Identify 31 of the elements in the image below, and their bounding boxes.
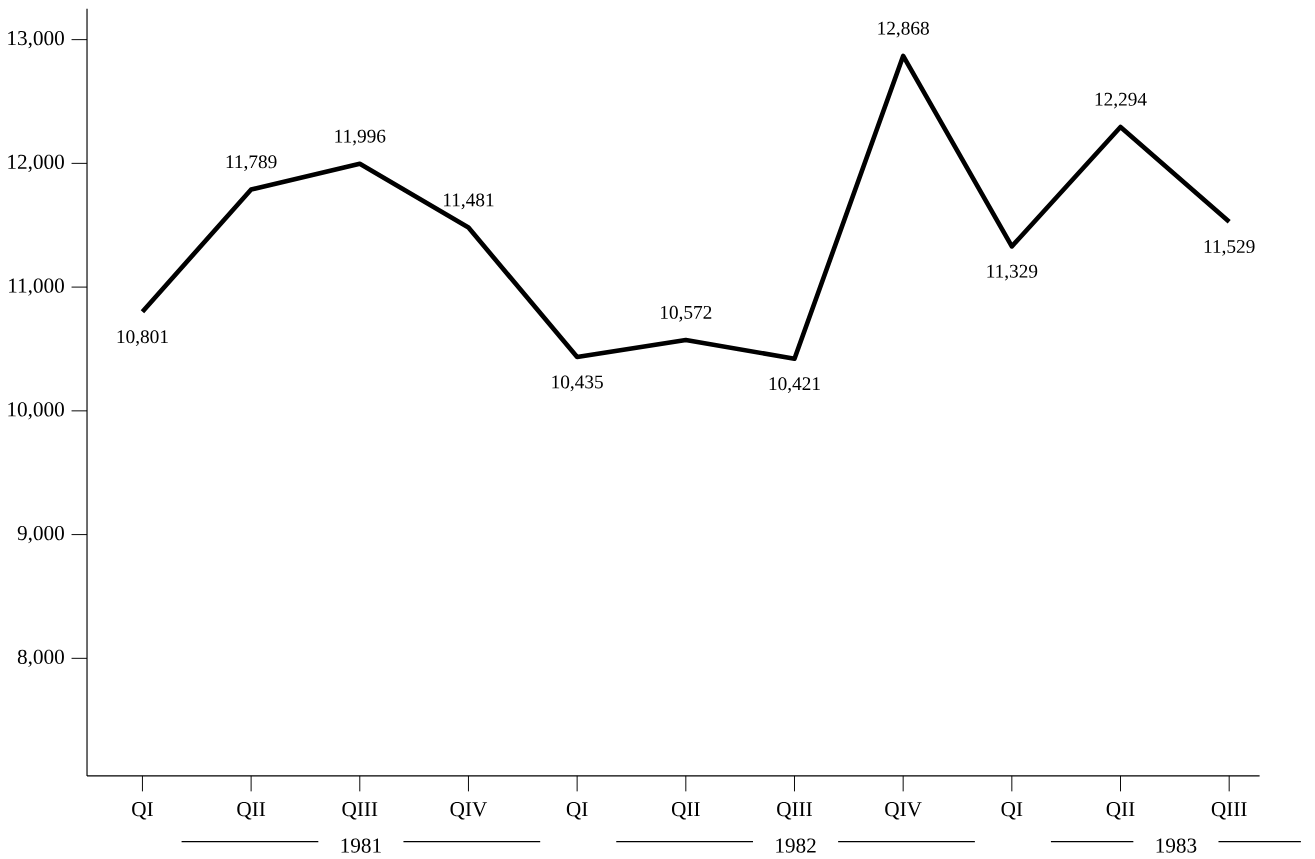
data-label: 11,789	[226, 155, 277, 171]
data-label: 10,421	[769, 377, 820, 393]
data-label: 10,435	[552, 375, 603, 392]
data-label: 11,481	[444, 193, 494, 210]
text: 1981	[341, 838, 381, 853]
x-tick-label: QIV	[885, 802, 922, 820]
y-tick-label: 11,000	[9, 278, 64, 296]
y-tick-label: 13,000	[8, 30, 64, 49]
x-tick-label: QI	[1001, 802, 1023, 820]
data-label: 11,329	[987, 264, 1038, 281]
text: 1982	[776, 838, 816, 853]
data-label: 11,529	[1204, 240, 1255, 256]
y-tick-label: 8,000	[17, 649, 64, 667]
x-tick-label: QIII	[777, 802, 812, 820]
data-label: 11,996	[335, 129, 386, 146]
text: 1983	[1156, 838, 1197, 853]
y-tick-label: 12,000	[8, 154, 64, 172]
x-tick-label: QI	[566, 802, 588, 820]
data-label: 12,868	[878, 21, 929, 38]
x-tick-label: QII	[671, 802, 700, 820]
x-tick-label: QII	[237, 802, 266, 820]
x-tick-label: QI	[132, 802, 153, 820]
y-tick-label: 9,000	[17, 525, 64, 544]
data-label: 10,801	[117, 330, 168, 346]
x-tick-label: QII	[1106, 802, 1135, 820]
data-label: 12,294	[1095, 92, 1147, 109]
x-tick-label: QIV	[450, 802, 488, 820]
x-tick-label: QIII	[1211, 802, 1247, 820]
y-tick-label: 10,000	[8, 402, 64, 420]
x-tick-label: QIII	[342, 802, 378, 820]
data-label: 10,572	[661, 305, 712, 322]
